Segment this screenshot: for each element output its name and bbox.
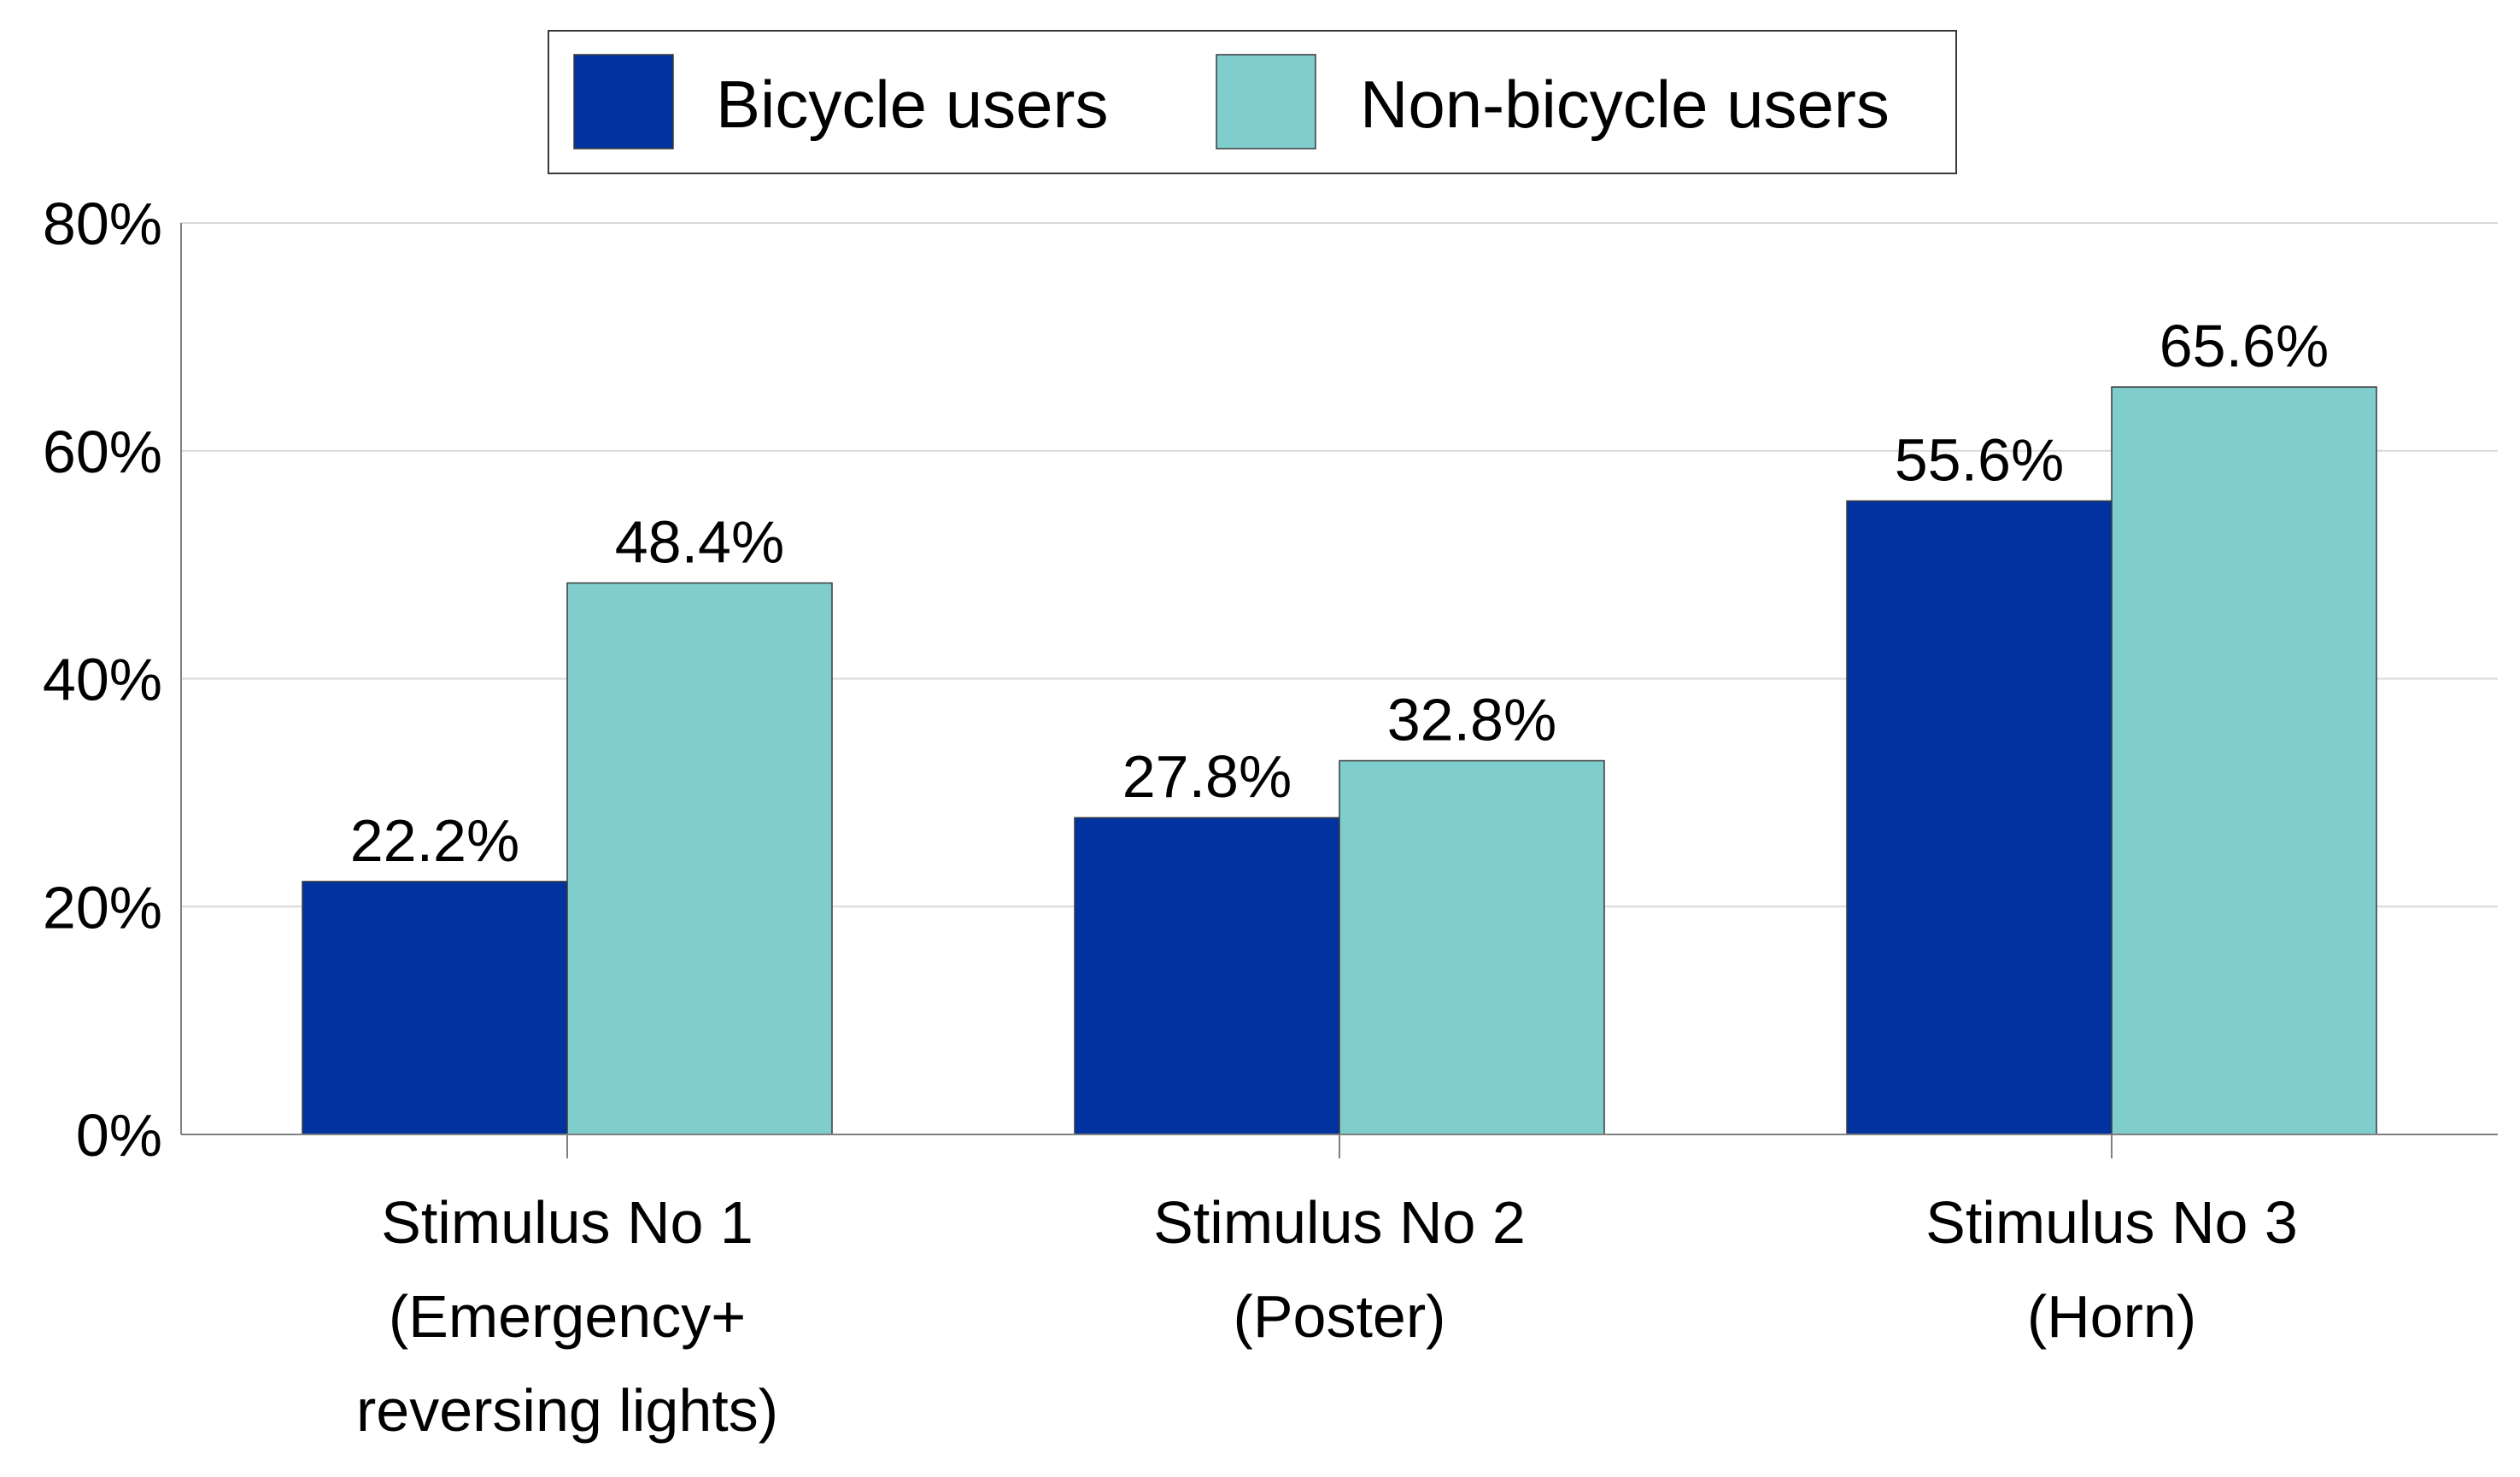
y-tick-label: 80% [43,190,162,257]
legend-label: Bicycle users [716,67,1108,142]
y-tick-label: 0% [76,1102,162,1169]
data-label: 32.8% [1387,687,1556,753]
data-label: 27.8% [1122,743,1292,810]
category-label: (Poster) [1234,1283,1446,1350]
y-tick-label: 40% [43,647,162,713]
bar-non-bicycle-users [566,582,833,1135]
category-label: Stimulus No 2 [1153,1189,1526,1256]
category-label: (Emergency+ [389,1283,746,1350]
category-label: Stimulus No 1 [381,1189,753,1256]
bar-bicycle-users [1074,817,1340,1135]
y-tick-label: 20% [43,874,162,941]
category-label: Stimulus No 3 [1925,1189,2298,1256]
y-tick-label: 60% [43,419,162,485]
legend-label: Non-bicycle users [1360,67,1890,142]
data-label: 48.4% [615,508,784,575]
bar-bicycle-users [302,881,568,1135]
legend-swatch-bicycle-users [573,54,674,149]
data-label: 65.6% [2160,313,2329,379]
bar-bicycle-users [1846,500,2113,1135]
category-label: reversing lights) [356,1377,778,1444]
category-label: (Horn) [2027,1283,2196,1350]
bar-non-bicycle-users [1339,759,1605,1135]
data-label: 22.2% [350,807,519,874]
data-label: 55.6% [1895,426,2064,493]
bar-non-bicycle-users [2111,386,2377,1135]
legend-swatch-non-bicycle-users [1216,54,1316,149]
